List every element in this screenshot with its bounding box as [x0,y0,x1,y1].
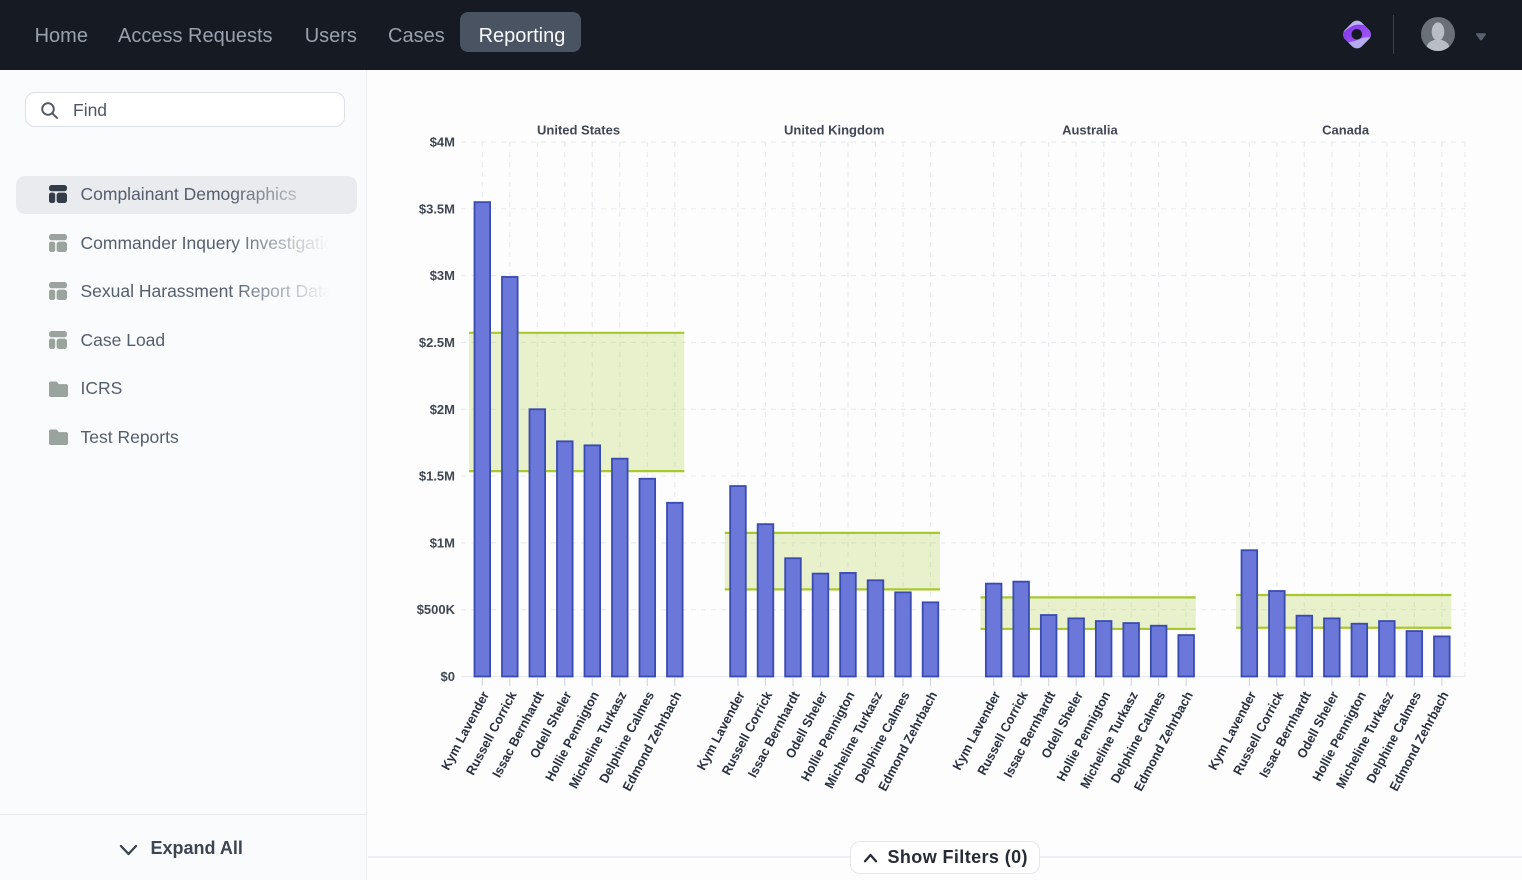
svg-text:$2.5M: $2.5M [419,335,455,350]
svg-text:$3M: $3M [430,268,455,283]
svg-text:$1.5M: $1.5M [419,469,455,484]
svg-text:$500K: $500K [417,602,456,617]
svg-text:$1M: $1M [430,535,455,550]
svg-text:United Kingdom: United Kingdom [784,123,884,138]
svg-text:United States: United States [537,123,620,138]
svg-text:$0: $0 [441,669,455,684]
svg-text:$2M: $2M [430,402,455,417]
svg-text:Australia: Australia [1062,123,1118,138]
svg-text:Canada: Canada [1322,123,1370,138]
svg-text:$3.5M: $3.5M [419,201,455,216]
svg-text:$4M: $4M [430,135,455,150]
